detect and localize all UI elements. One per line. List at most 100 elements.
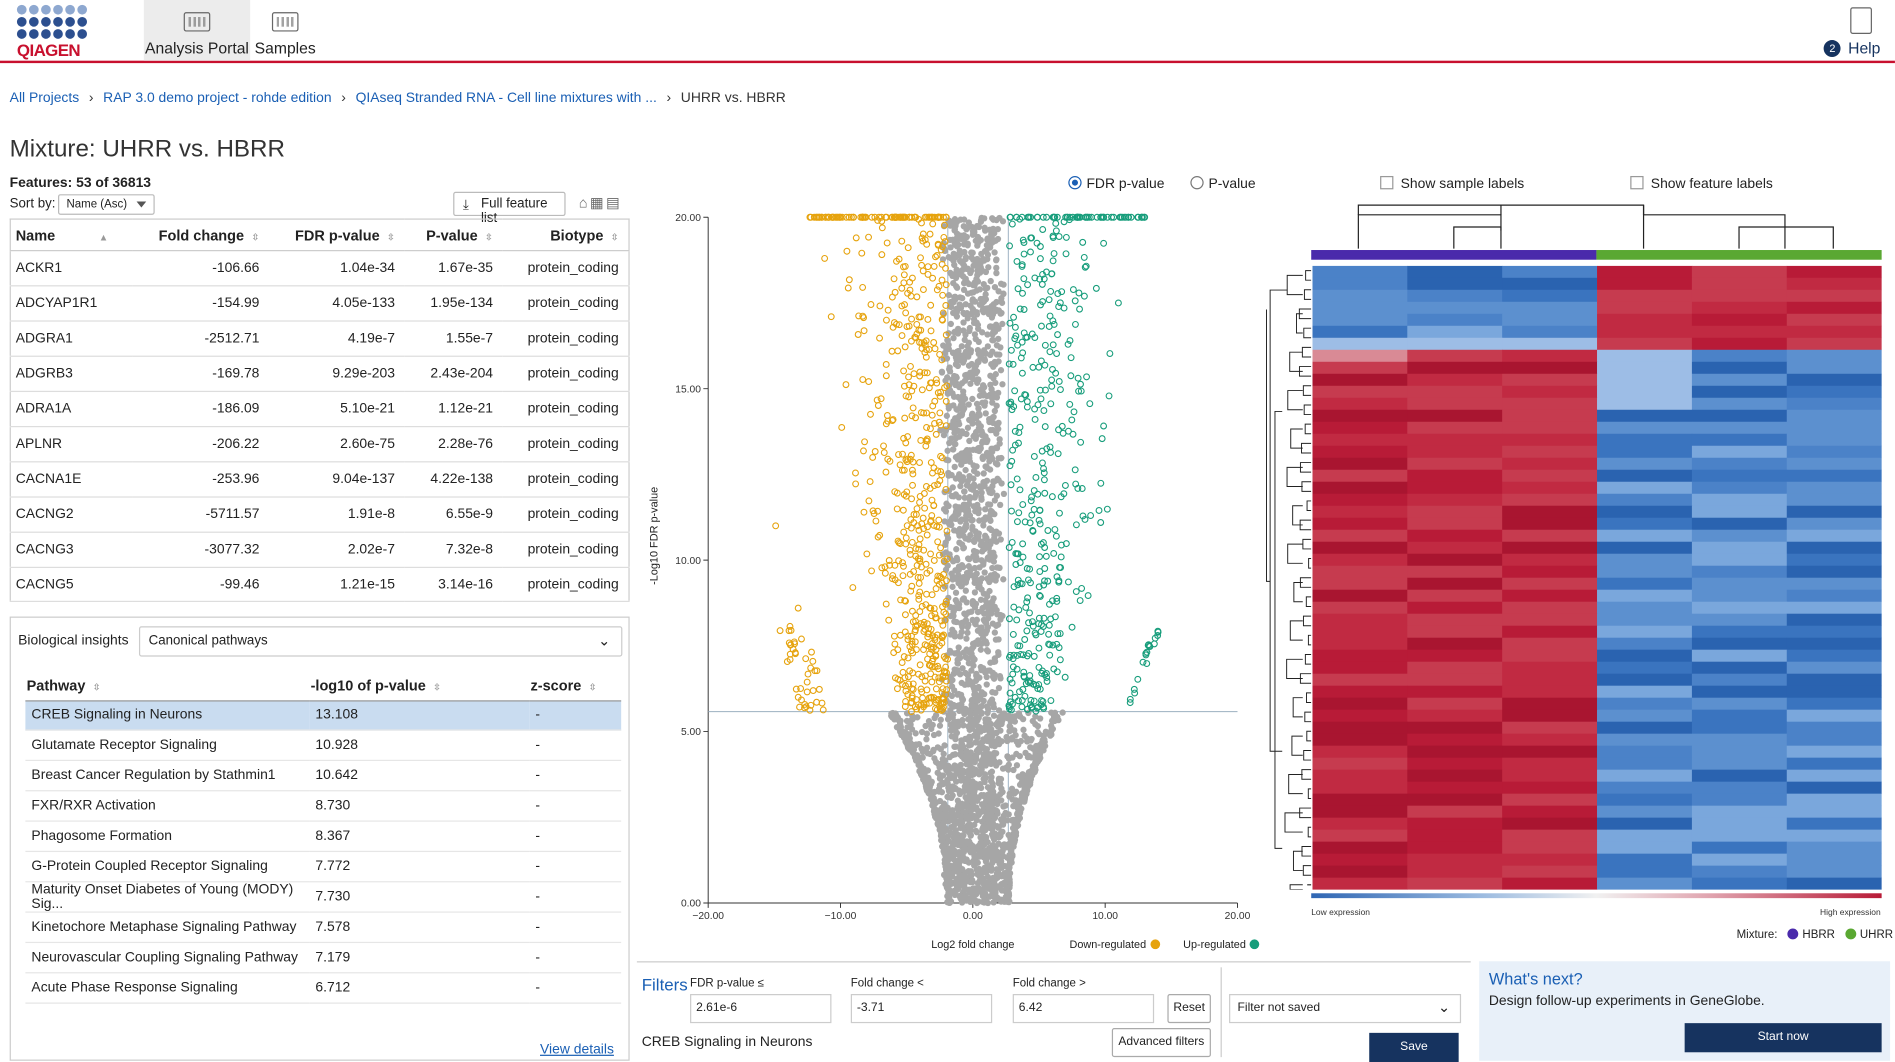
ns-point (987, 659, 994, 666)
down-point (910, 511, 918, 518)
up-point (1036, 520, 1044, 528)
table-cell: -106.66 (132, 250, 270, 287)
ns-point (1006, 728, 1013, 735)
table-row[interactable]: ADGRB3 -169.78 9.29e-203 2.43e-204 protein_c… (10, 356, 630, 393)
up-point (1027, 213, 1035, 221)
table-cell: 4.05e-133 (269, 285, 405, 322)
radio-pvalue[interactable]: P-value (1190, 175, 1256, 192)
saved-filter-select[interactable]: Filter not saved ⌄ (1229, 994, 1462, 1024)
column-header-pvalue[interactable]: P-value ⇳ (404, 219, 503, 252)
show-sample-labels-checkbox[interactable]: Show sample labels (1380, 175, 1524, 192)
ns-point (964, 629, 971, 636)
ns-point (949, 703, 956, 710)
heatmap-cell (1597, 793, 1693, 807)
pathway-row[interactable]: Acute Phase Response Signaling 6.712- (25, 972, 622, 1004)
tab-samples[interactable]: Samples (253, 0, 318, 61)
column-header-biotype[interactable]: Biotype ⇳ (502, 219, 630, 252)
ns-point (988, 864, 995, 871)
save-button[interactable]: Save (1369, 1032, 1459, 1062)
pathway-row[interactable]: CREB Signaling in Neurons 13.108- (25, 700, 622, 732)
table-row[interactable]: ADGRA1 -2512.71 4.19e-7 1.55e-7 protein_codi… (10, 321, 630, 357)
up-point (1047, 449, 1054, 456)
x-tick-label: −10.00 (825, 911, 857, 922)
ns-point (967, 749, 974, 756)
pathway-row[interactable]: FXR/RXR Activation 8.730- (25, 790, 622, 822)
ns-point (960, 280, 968, 287)
column-header-zscore[interactable]: z-score ⇳ (529, 671, 622, 701)
pathway-row[interactable]: Phagosome Formation 8.367- (25, 821, 622, 852)
column-header-log10-pvalue[interactable]: -log10 of p-value ⇳ (309, 671, 530, 701)
heatmap-cell (1407, 877, 1503, 890)
start-now-button[interactable]: Start now (1684, 1023, 1882, 1053)
column-header-pathway[interactable]: Pathway ⇳ (25, 671, 310, 701)
pathway-row[interactable]: Breast Cancer Regulation by Stathmin1 10.… (25, 760, 622, 792)
table-row[interactable]: CACNG5 -99.46 1.21e-15 3.14e-16 protein_codi… (10, 567, 630, 602)
heatmap-cell (1597, 841, 1693, 855)
table-row[interactable]: CACNA1E -253.96 9.04e-137 4.22e-138 protein_… (10, 461, 630, 498)
pathway-row[interactable]: Kinetochore Metaphase Signaling Pathway 7… (25, 911, 622, 943)
help-button[interactable]: 2 Help (1823, 7, 1880, 58)
table-cell: 2.43e-204 (404, 356, 503, 393)
ns-point (978, 766, 985, 773)
ns-point (969, 231, 976, 238)
down-point (927, 459, 935, 467)
table-cell: 4.22e-138 (404, 461, 503, 498)
up-point (1005, 702, 1013, 709)
volcano-view-icon[interactable]: ⌂ (578, 194, 591, 212)
reset-button[interactable]: Reset (1167, 994, 1211, 1024)
view-details-link[interactable]: View details (540, 1042, 614, 1058)
table-cell: 13.108 (309, 700, 530, 732)
show-feature-labels-checkbox[interactable]: Show feature labels (1630, 175, 1773, 192)
tab-analysis-portal[interactable]: Analysis Portal (143, 0, 251, 61)
table-row[interactable]: APLNR -206.22 2.60e-75 2.28e-76 protein_codi… (10, 426, 630, 463)
insights-type-select[interactable]: Canonical pathways ⌄ (138, 626, 623, 657)
ns-point (983, 449, 991, 457)
down-point (867, 410, 874, 418)
breadcrumb-item[interactable]: QIAseq Stranded RNA - Cell line mixtures… (355, 91, 657, 106)
column-header-fold-change[interactable]: Fold change ⇳ (132, 219, 270, 252)
heatmap-cell (1312, 709, 1408, 723)
ns-point (959, 716, 966, 724)
up-point (1067, 372, 1075, 380)
table-row[interactable]: ADRA1A -186.09 5.10e-21 1.12e-21 protein_cod… (10, 391, 630, 428)
heatmap-view-icon[interactable]: ▦ (590, 194, 607, 212)
sort-select[interactable]: Name (Asc) (58, 194, 155, 215)
table-row[interactable]: ACKR1 -106.66 1.04e-34 1.67e-35 protein_codi… (10, 250, 630, 287)
table-view-icon[interactable]: ▤ (606, 194, 623, 212)
table-cell: -3077.32 (132, 532, 270, 569)
pathway-row[interactable]: G-Protein Coupled Receptor Signaling 7.77… (25, 851, 622, 883)
pathway-row[interactable]: Neurovascular Coupling Signaling Pathway… (25, 942, 622, 973)
heatmap-cell (1312, 385, 1408, 399)
expression-heatmap[interactable] (1312, 265, 1882, 890)
fold-change-gt-input[interactable]: 6.42 (1012, 994, 1155, 1024)
pathway-row[interactable]: Maturity Onset Diabetes of Young (MODY) … (25, 881, 622, 913)
heatmap-cell (1597, 733, 1693, 747)
fdr-filter-input[interactable]: 2.61e-6 (690, 994, 832, 1024)
pathway-row[interactable]: Glutamate Receptor Signaling 10.928- (25, 730, 622, 762)
column-header-fdr[interactable]: FDR p-value ⇳ (269, 219, 405, 252)
fold-change-lt-input[interactable]: -3.71 (850, 994, 993, 1024)
table-row[interactable]: CACNG3 -3077.32 2.02e-7 7.32e-8 protein_codi… (10, 532, 630, 569)
down-point (898, 284, 906, 292)
up-point (1035, 681, 1043, 688)
up-point (1032, 631, 1040, 639)
up-point (1019, 289, 1026, 297)
table-cell: -99.46 (132, 567, 270, 602)
ns-point (989, 858, 996, 865)
table-row[interactable]: ADCYAP1R1 -154.99 4.05e-133 1.95e-134 protei… (10, 285, 630, 322)
breadcrumb-item[interactable]: All Projects (9, 91, 80, 106)
column-header-name[interactable]: Name ▲ (10, 219, 133, 252)
qiagen-logo[interactable]: QIAGEN (16, 4, 90, 63)
table-cell: - (529, 881, 622, 913)
down-point (885, 616, 893, 624)
down-point (935, 551, 943, 559)
heatmap-cell (1502, 697, 1598, 711)
table-cell: protein_coding (502, 391, 630, 428)
breadcrumb-item[interactable]: RAP 3.0 demo project - rohde edition (103, 91, 332, 106)
table-row[interactable]: CACNG2 -5711.57 1.91e-8 6.55e-9 protein_codi… (10, 497, 630, 533)
advanced-filters-button[interactable]: Advanced filters (1111, 1028, 1211, 1058)
full-feature-list-button[interactable]: ⤓ Full feature list (453, 191, 566, 226)
y-tick-label: 10.00 (675, 556, 701, 567)
radio-fdr-pvalue[interactable]: FDR p-value (1068, 175, 1164, 192)
